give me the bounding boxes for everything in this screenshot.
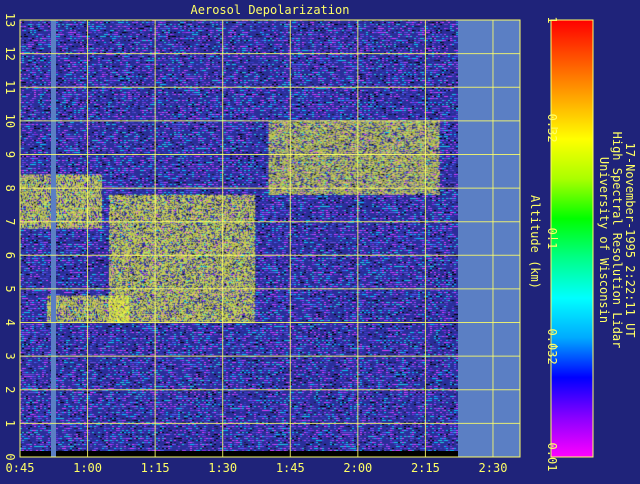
plot-area: [20, 20, 520, 457]
colorbar-tick-label: 0.32: [545, 114, 559, 143]
x-tick-label: 0:45: [6, 461, 35, 475]
x-tick-label: 1:30: [208, 461, 237, 475]
colorbar-tick-label: 0.1: [545, 228, 559, 250]
y-tick-label: 9: [3, 151, 17, 158]
y-tick-label: 8: [3, 184, 17, 191]
caption-line-1: University of Wisconsin: [597, 157, 611, 323]
y-tick-label: 2: [3, 386, 17, 393]
y-tick-label: 13: [3, 13, 17, 27]
y-tick-label: 3: [3, 353, 17, 360]
y-tick-label: 6: [3, 252, 17, 259]
y-tick-label: 12: [3, 46, 17, 60]
no-data-region: [457, 20, 520, 457]
x-tick-label: 2:00: [343, 461, 372, 475]
grid: [19, 19, 521, 458]
x-axis-ticks: 0:45 1:00 1:15 1:30 1:45 2:00 2:15 2:30: [6, 461, 508, 475]
x-tick-label: 1:00: [73, 461, 102, 475]
y-tick-label: 4: [3, 319, 17, 326]
y-tick-label: 1: [3, 420, 17, 427]
ground-strip: [20, 451, 458, 457]
chart-title: Aerosol Depolarization: [191, 3, 350, 17]
data-gap-column: [51, 20, 56, 457]
x-tick-label: 2:30: [479, 461, 508, 475]
caption-line-2: High Spectral Resolution Lidar: [610, 132, 624, 349]
y-axis-label: Altitude (km): [528, 195, 542, 289]
x-tick-label: 2:15: [411, 461, 440, 475]
colorbar-tick-label: 0.01: [545, 443, 559, 472]
colorbar-tick-label: 0.032: [545, 329, 559, 365]
y-tick-label: 5: [3, 285, 17, 292]
y-tick-label: 7: [3, 218, 17, 225]
depolarization-field: [20, 20, 458, 457]
y-tick-label: 10: [3, 114, 17, 128]
caption-line-3: 17-November-1995 2:22:11 UT: [623, 142, 637, 337]
colorbar-ticks: 1 0.32 0.1 0.032 0.01: [545, 16, 559, 471]
colorbar-tick-label: 1: [545, 16, 559, 23]
x-tick-label: 1:15: [141, 461, 170, 475]
y-tick-label: 0: [3, 453, 17, 460]
y-tick-label: 11: [3, 80, 17, 94]
x-tick-label: 1:45: [276, 461, 305, 475]
caption: University of Wisconsin High Spectral Re…: [597, 132, 637, 349]
